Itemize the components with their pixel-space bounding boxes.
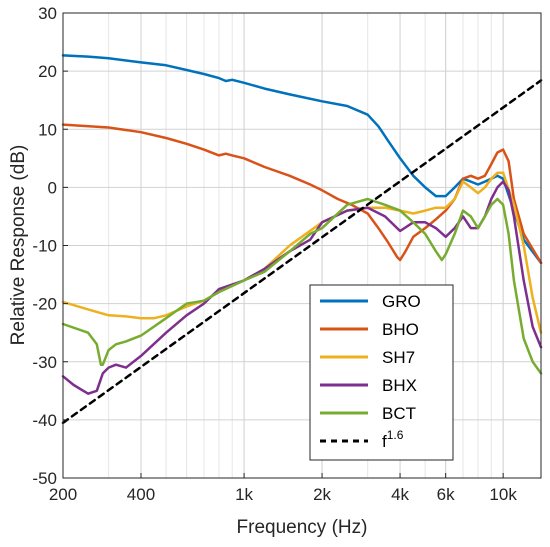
y-tick-label: -20	[32, 295, 57, 314]
legend-label: GRO	[382, 292, 421, 311]
legend-label: BHO	[382, 320, 419, 339]
x-tick-label: 10k	[489, 485, 517, 504]
x-axis-label: Frequency (Hz)	[237, 517, 368, 538]
legend: GRO BHO SH7 BHX BCT f1.6	[309, 284, 454, 461]
y-tick-label: 0	[48, 178, 57, 197]
legend-label: SH7	[382, 348, 415, 367]
y-tick-label: -30	[32, 353, 57, 372]
series-line-gro	[61, 54, 543, 265]
y-axis-label: Relative Response (dB)	[8, 145, 29, 346]
legend-label: BHX	[382, 376, 417, 395]
series-line-bhx	[61, 180, 543, 395]
x-tick-label: 1k	[235, 485, 253, 504]
series-line-sh7	[61, 171, 543, 334]
legend-label: BCT	[382, 404, 416, 423]
y-tick-label: 30	[38, 4, 57, 23]
x-tick-label: 2k	[313, 485, 331, 504]
y-tick-label: -10	[32, 237, 57, 256]
y-tick-label: 10	[38, 120, 57, 139]
x-tick-label: 200	[49, 485, 77, 504]
y-tick-label: 20	[38, 62, 57, 81]
x-tick-label: 400	[127, 485, 155, 504]
series-line-bho	[61, 123, 543, 265]
legend-label: f1.6	[382, 428, 404, 451]
series-group	[61, 54, 543, 425]
y-tick-label: -40	[32, 411, 57, 430]
legend-box	[309, 284, 454, 461]
ticks: 200 400 1k 2k 4k 6k 10k 30 20 10 0 -10 -20 -30 -40 -50	[32, 4, 517, 504]
x-tick-label: 4k	[391, 485, 409, 504]
series-line-bct	[61, 197, 543, 375]
y-tick-label: -50	[32, 469, 57, 488]
series-line-f-power	[61, 79, 543, 425]
x-tick-label: 6k	[437, 485, 455, 504]
